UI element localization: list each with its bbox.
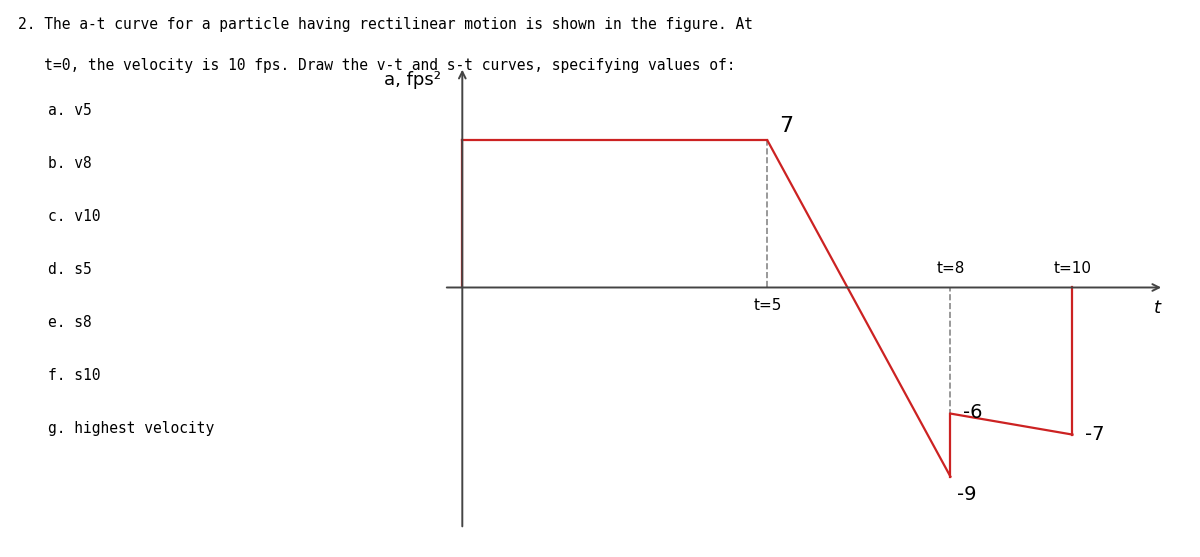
Text: t=8: t=8 <box>936 261 965 276</box>
Text: g. highest velocity: g. highest velocity <box>48 421 215 436</box>
Text: a. v5: a. v5 <box>48 103 91 118</box>
Text: t=10: t=10 <box>1054 261 1092 276</box>
Text: e. s8: e. s8 <box>48 315 91 330</box>
Text: d. s5: d. s5 <box>48 262 91 277</box>
Text: -6: -6 <box>962 403 982 422</box>
Text: f. s10: f. s10 <box>48 368 101 383</box>
Text: b. v8: b. v8 <box>48 156 91 171</box>
Text: t: t <box>1154 299 1160 317</box>
Text: t=0, the velocity is 10 fps. Draw the v-t and s-t curves, specifying values of:: t=0, the velocity is 10 fps. Draw the v-… <box>18 58 736 74</box>
Text: -9: -9 <box>956 485 976 504</box>
Text: t=5: t=5 <box>754 298 781 313</box>
Text: a, fps²: a, fps² <box>384 71 440 89</box>
Text: -7: -7 <box>1085 425 1104 444</box>
Text: c. v10: c. v10 <box>48 209 101 224</box>
Text: 2. The a-t curve for a particle having rectilinear motion is shown in the figure: 2. The a-t curve for a particle having r… <box>18 17 754 32</box>
Text: 7: 7 <box>780 116 793 136</box>
